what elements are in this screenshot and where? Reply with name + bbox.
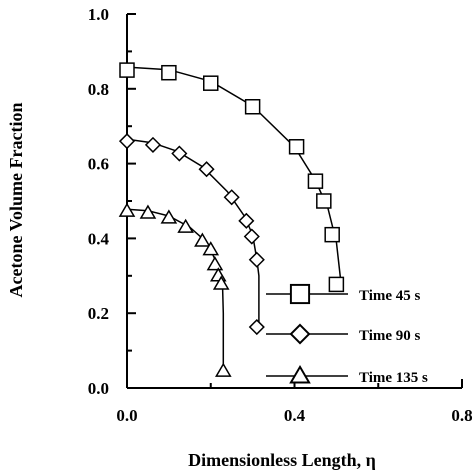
data-point-square <box>244 99 261 115</box>
data-point-triangle <box>177 218 194 233</box>
data-point-square <box>203 75 219 91</box>
data-point-diamond <box>248 318 265 336</box>
data-point-triangle <box>202 241 220 256</box>
data-point-diamond <box>248 251 265 268</box>
legend-label: Time 135 s <box>359 370 428 386</box>
data-point-triangle <box>194 232 211 247</box>
data-point-diamond <box>198 161 215 178</box>
y-tick-label: 0.6 <box>88 155 109 174</box>
data-point-square <box>119 62 135 78</box>
curve-diamond <box>126 138 260 327</box>
y-tick-label: 0.4 <box>88 229 110 248</box>
data-point-triangle <box>212 275 230 290</box>
legend-marker-square <box>289 283 311 305</box>
data-point-square <box>161 64 177 81</box>
y-axis-title: Acetone Volume Fraction <box>6 103 26 298</box>
x-axis-ticks: 0.0 0.4 0.8 <box>116 379 473 425</box>
curve-triangle <box>126 208 225 372</box>
legend: Time 45 s Time 90 s Time 135 s <box>266 283 428 386</box>
y-tick-label: 0.0 <box>88 379 109 398</box>
data-point-triangle <box>118 202 136 217</box>
y-tick-label: 0.8 <box>88 80 109 99</box>
curve-square <box>126 66 342 280</box>
fitted-curves <box>126 66 342 372</box>
x-tick-label: 0.0 <box>116 406 137 425</box>
y-axis-ticks: 0.0 0.2 0.4 0.6 0.8 1.0 <box>88 5 136 398</box>
data-point-diamond <box>171 145 188 162</box>
legend-marker-triangle <box>289 364 311 384</box>
x-tick-label: 0.4 <box>284 406 306 425</box>
data-point-square <box>288 139 305 155</box>
data-point-diamond <box>118 133 136 150</box>
data-point-triangle <box>139 204 157 219</box>
legend-label: Time 90 s <box>359 328 421 344</box>
x-axis-title: Dimensionless Length, η <box>188 450 376 470</box>
data-point-square <box>328 276 345 293</box>
y-tick-label: 0.2 <box>88 304 109 323</box>
data-point-square <box>316 193 332 209</box>
legend-label: Time 45 s <box>359 288 421 304</box>
data-point-triangle <box>206 256 224 271</box>
y-tick-label: 1.0 <box>88 5 109 24</box>
data-markers <box>118 62 345 377</box>
data-point-square <box>324 226 340 243</box>
data-point-diamond <box>223 189 240 206</box>
legend-marker-diamond <box>289 323 311 345</box>
data-point-square <box>307 173 324 189</box>
data-point-triangle <box>160 209 178 224</box>
x-tick-label: 0.8 <box>451 406 472 425</box>
data-point-diamond <box>144 136 162 153</box>
data-point-triangle <box>215 362 232 377</box>
data-point-diamond <box>243 228 260 245</box>
data-point-diamond <box>238 212 255 229</box>
